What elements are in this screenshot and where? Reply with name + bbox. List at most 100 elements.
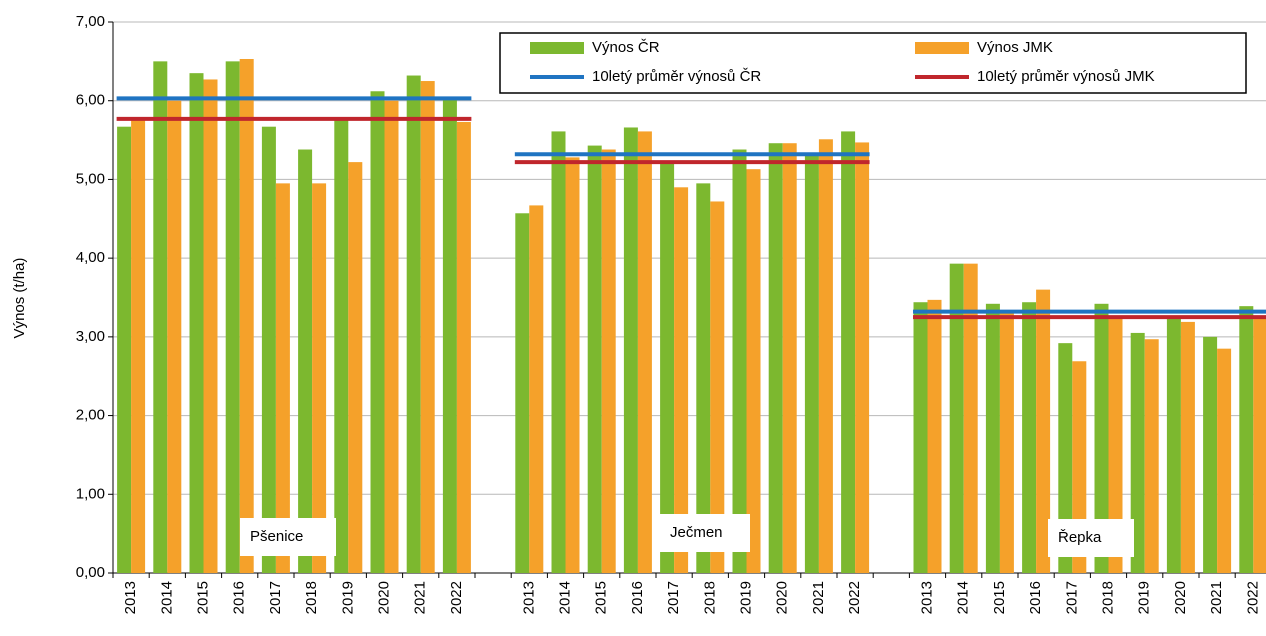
y-tick-label: 4,00 [76,249,105,266]
x-tick-label: 2019 [737,581,754,614]
bar [275,183,290,573]
bar [710,201,725,573]
bar [696,183,711,573]
bar [261,126,276,573]
bar [334,118,349,573]
annotation: Pšenice [250,528,303,545]
x-tick-label: 2022 [448,581,465,614]
bar [239,58,254,573]
bar [189,73,204,574]
x-tick-label: 2019 [1136,581,1153,614]
legend-swatch [915,42,969,54]
bar [117,126,132,573]
bar [551,131,566,574]
x-tick-label: 2020 [1172,581,1189,614]
bar [565,157,580,574]
bar [1094,303,1109,573]
bar [153,61,168,573]
x-tick-label: 2018 [701,581,718,614]
x-tick-label: 2015 [194,581,211,614]
annotation-box [240,518,336,556]
x-tick-label: 2021 [412,581,429,614]
y-tick-label: 5,00 [76,170,105,187]
bar [131,120,146,574]
x-tick-label: 2015 [991,581,1008,614]
bar [203,79,218,573]
x-tick-label: 2020 [375,581,392,614]
bar [804,153,819,573]
bar [985,303,1000,573]
legend-label: 10letý průměr výnosů JMK [977,68,1155,85]
bar [782,143,797,573]
annotation: Ječmen [670,524,723,541]
bar [529,205,544,573]
legend-label: Výnos ČR [592,39,660,56]
bar [1166,317,1181,573]
x-tick-label: 2013 [122,581,139,614]
bar [949,263,964,573]
legend-label: 10letý průměr výnosů ČR [592,68,761,85]
y-tick-label: 3,00 [76,328,105,345]
x-tick-label: 2013 [918,581,935,614]
y-tick-label: 0,00 [76,564,105,581]
bar [1130,332,1145,573]
legend-label: Výnos JMK [977,39,1053,56]
x-tick-label: 2021 [810,581,827,614]
x-tick-label: 2020 [774,581,791,614]
bar [442,96,457,574]
x-tick-label: 2014 [158,581,175,614]
annotation: Řepka [1058,529,1102,546]
bar [1022,302,1037,573]
bar [927,299,942,573]
y-tick-label: 2,00 [76,407,105,424]
bar [587,145,602,573]
bar [913,302,928,573]
x-tick-label: 2017 [665,581,682,614]
bar [1217,348,1232,573]
x-tick-label: 2015 [593,581,610,614]
x-tick-label: 2016 [231,581,248,614]
x-tick-label: 2018 [303,581,320,614]
x-tick-label: 2021 [1208,581,1225,614]
legend-swatch [530,42,584,54]
x-tick-label: 2022 [846,581,863,614]
bar [768,143,783,573]
annotation-box [660,514,750,552]
bar [999,313,1014,573]
bar [225,61,240,573]
y-tick-label: 1,00 [76,485,105,502]
bar [818,139,833,573]
bar [1253,315,1266,573]
bar [1036,289,1051,573]
x-tick-label: 2013 [520,581,537,614]
y-axis-label: Výnos (t/ha) [11,258,28,339]
bar [456,121,471,574]
bar [1144,339,1159,573]
bar [167,100,182,573]
bar [1180,321,1195,573]
x-tick-label: 2016 [629,581,646,614]
bar [674,187,689,574]
bar [601,149,616,573]
bar [348,162,363,573]
x-tick-label: 2022 [1244,581,1261,614]
bar [406,75,421,574]
x-tick-label: 2017 [267,581,284,614]
bar [384,100,399,573]
bar [370,91,385,574]
bar [515,213,530,574]
x-tick-label: 2014 [556,581,573,614]
bar [963,263,978,573]
annotation-box [1048,519,1134,557]
x-tick-label: 2014 [955,581,972,614]
y-tick-label: 6,00 [76,92,105,109]
bar [841,131,856,574]
legend [499,32,1247,94]
bar [1058,343,1073,573]
bar [420,81,435,574]
x-tick-label: 2019 [339,581,356,614]
bar [732,149,747,573]
bar [637,131,652,574]
x-tick-label: 2017 [1063,581,1080,614]
bar [312,183,327,573]
